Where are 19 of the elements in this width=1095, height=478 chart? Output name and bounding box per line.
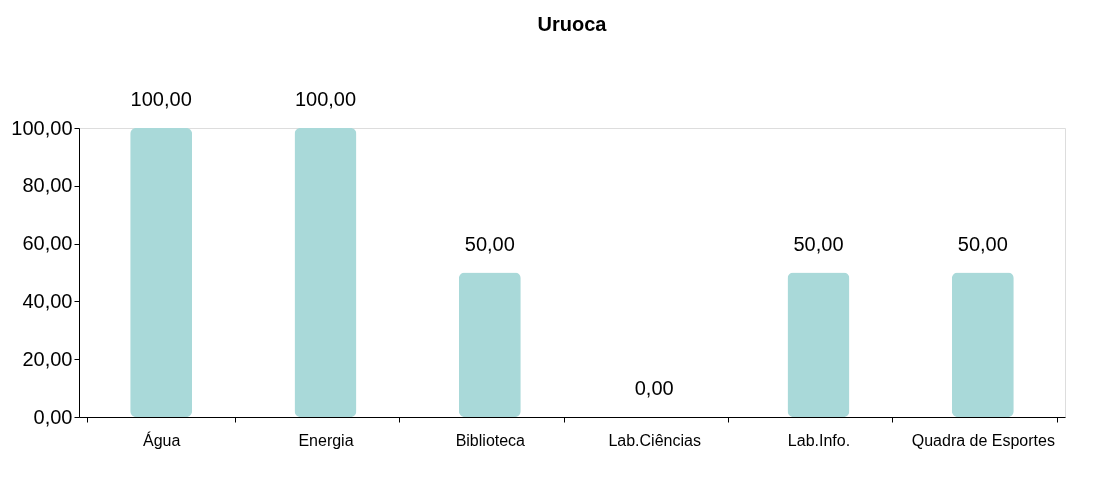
chart-title: Uruoca — [537, 13, 608, 35]
y-tick-label: 60,00 — [22, 232, 73, 255]
data-label: 100,00 — [130, 88, 192, 110]
x-tick-label: Biblioteca — [455, 431, 526, 449]
data-label: 100,00 — [294, 88, 357, 110]
data-label: 50,00 — [793, 232, 844, 255]
y-tick-label: 80,00 — [22, 174, 73, 197]
x-tick-label: Lab.Info. — [787, 431, 851, 449]
y-tick-label: 20,00 — [22, 347, 73, 370]
y-tick-label: 100,00 — [11, 116, 73, 139]
x-tick-label: Energia — [298, 431, 354, 449]
data-label: 50,00 — [464, 232, 515, 255]
data-label: 50,00 — [957, 232, 1008, 255]
y-tick-label: 40,00 — [22, 289, 73, 312]
data-label: 0,00 — [634, 377, 674, 399]
x-tick-label: Água — [142, 430, 181, 449]
x-tick-label: Quadra de Esportes — [911, 431, 1055, 449]
x-tick-label: Lab.Ciências — [608, 431, 701, 449]
y-tick-label: 0,00 — [33, 405, 73, 428]
